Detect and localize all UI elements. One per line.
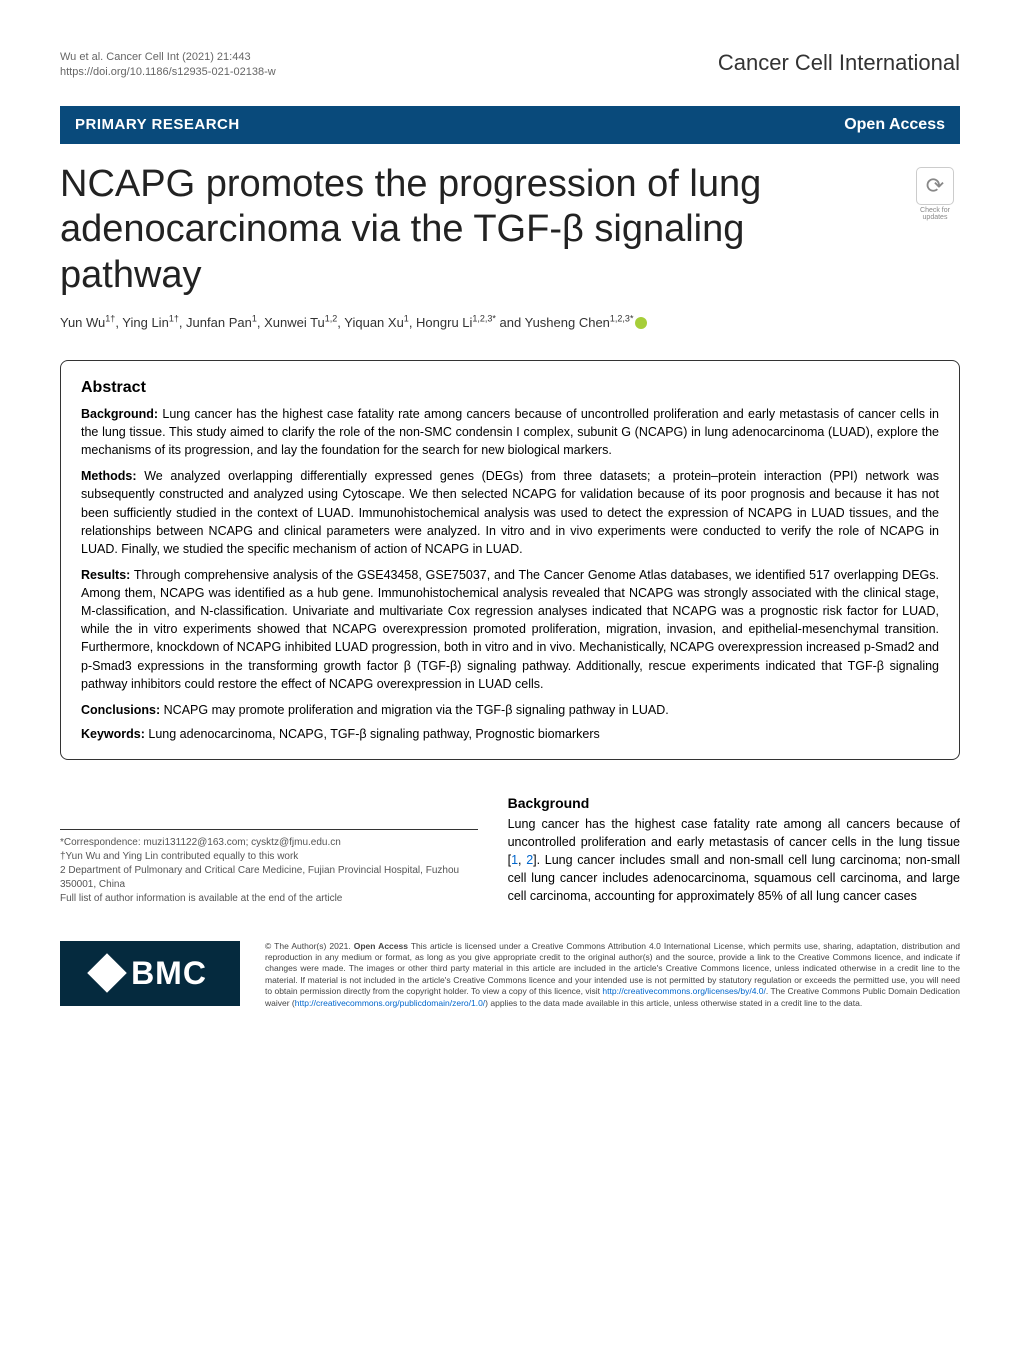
abstract-methods-text: We analyzed overlapping differentially e… — [81, 469, 939, 556]
keywords-text: Lung adenocarcinoma, NCAPG, TGF-β signal… — [145, 727, 600, 741]
bg-text-2: ]. Lung cancer includes small and non-sm… — [508, 853, 960, 903]
bmc-logo-icon — [87, 953, 127, 993]
background-paragraph: Lung cancer has the highest case fatalit… — [508, 815, 960, 906]
license-link-1[interactable]: http://creativecommons.org/licenses/by/4… — [602, 986, 765, 996]
license-text: © The Author(s) 2021. Open Access This a… — [265, 941, 960, 1010]
check-updates-widget[interactable]: ⟳ Check for updates — [910, 167, 960, 221]
keywords-label: Keywords: — [81, 727, 145, 741]
correspondence-affiliation: 2 Department of Pulmonary and Critical C… — [60, 864, 478, 892]
license-openaccess: Open Access — [354, 941, 408, 951]
title-row: NCAPG promotes the progression of lung a… — [60, 162, 960, 299]
page-container: Wu et al. Cancer Cell Int (2021) 21:443 … — [0, 0, 1020, 1049]
column-right: Background Lung cancer has the highest c… — [508, 795, 960, 906]
correspondence-block: *Correspondence: muzi131122@163.com; cys… — [60, 829, 478, 906]
banner-open-access: Open Access — [844, 116, 945, 134]
authors-line: Yun Wu1†, Ying Lin1†, Junfan Pan1, Xunwe… — [60, 314, 960, 330]
abstract-results-label: Results: — [81, 568, 130, 582]
abstract-conclusions-label: Conclusions: — [81, 703, 160, 717]
abstract-results: Results: Through comprehensive analysis … — [81, 566, 939, 693]
header-top: Wu et al. Cancer Cell Int (2021) 21:443 … — [60, 50, 960, 81]
bmc-logo-text: BMC — [131, 955, 207, 992]
abstract-background-label: Background: — [81, 407, 158, 421]
abstract-background: Background: Lung cancer has the highest … — [81, 405, 939, 459]
license-p1: © The Author(s) 2021. — [265, 941, 354, 951]
doi-text: https://doi.org/10.1186/s12935-021-02138… — [60, 65, 276, 80]
bg-sep: , — [518, 853, 526, 867]
authors-text: Yun Wu1†, Ying Lin1†, Junfan Pan1, Xunwe… — [60, 315, 633, 330]
abstract-keywords: Keywords: Lung adenocarcinoma, NCAPG, TG… — [81, 727, 939, 741]
two-column-section: *Correspondence: muzi131122@163.com; cys… — [60, 795, 960, 906]
ref-link-1[interactable]: 1 — [511, 853, 518, 867]
correspondence-emails: *Correspondence: muzi131122@163.com; cys… — [60, 836, 478, 850]
license-link-2[interactable]: http://creativecommons.org/publicdomain/… — [295, 998, 485, 1008]
journal-name: Cancer Cell International — [718, 50, 960, 76]
license-p4: ) applies to the data made available in … — [485, 998, 862, 1008]
abstract-conclusions-text: NCAPG may promote proliferation and migr… — [160, 703, 669, 717]
column-left: *Correspondence: muzi131122@163.com; cys… — [60, 795, 478, 906]
abstract-box: Abstract Background: Lung cancer has the… — [60, 360, 960, 760]
header-citation: Wu et al. Cancer Cell Int (2021) 21:443 … — [60, 50, 276, 81]
check-updates-label: Check for updates — [910, 207, 960, 221]
abstract-conclusions: Conclusions: NCAPG may promote prolifera… — [81, 701, 939, 719]
background-heading: Background — [508, 795, 960, 811]
banner-primary-research: PRIMARY RESEARCH — [75, 116, 240, 133]
article-title: NCAPG promotes the progression of lung a… — [60, 162, 890, 299]
article-type-banner: PRIMARY RESEARCH Open Access — [60, 106, 960, 144]
page-footer: BMC © The Author(s) 2021. Open Access Th… — [60, 941, 960, 1010]
correspondence-equal: †Yun Wu and Ying Lin contributed equally… — [60, 850, 478, 864]
correspondence-fulllist: Full list of author information is avail… — [60, 892, 478, 906]
abstract-results-text: Through comprehensive analysis of the GS… — [81, 568, 939, 691]
abstract-methods: Methods: We analyzed overlapping differe… — [81, 467, 939, 558]
abstract-background-text: Lung cancer has the highest case fatalit… — [81, 407, 939, 457]
bmc-logo: BMC — [60, 941, 240, 1006]
citation-text: Wu et al. Cancer Cell Int (2021) 21:443 — [60, 50, 276, 65]
abstract-heading: Abstract — [81, 379, 939, 397]
orcid-icon[interactable] — [635, 317, 647, 329]
abstract-methods-label: Methods: — [81, 469, 137, 483]
check-updates-icon: ⟳ — [916, 167, 954, 205]
